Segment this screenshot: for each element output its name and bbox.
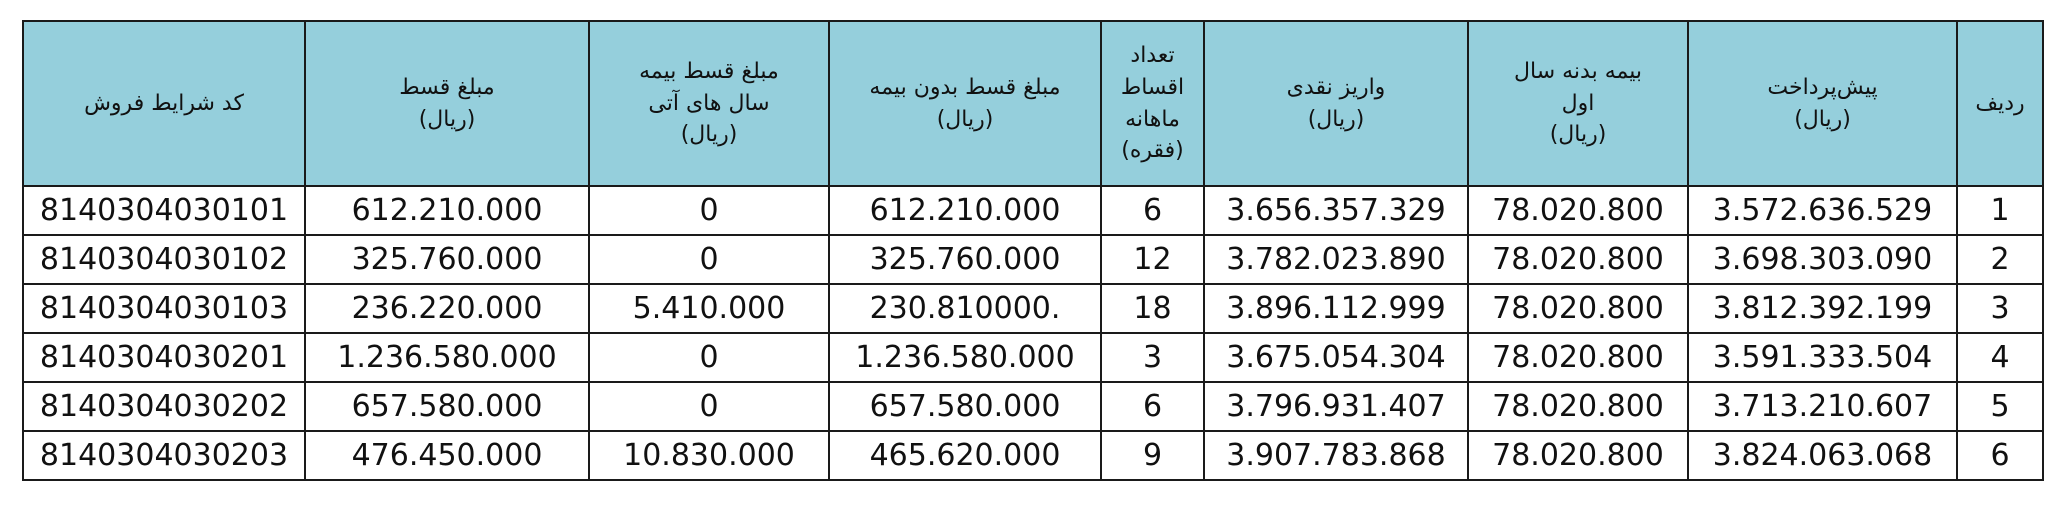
- installment-without-insurance-cell: 1.236.580.000: [828, 332, 1102, 383]
- installment-count-cell: 12: [1100, 234, 1205, 285]
- installment-count-cell: 6: [1100, 381, 1205, 432]
- header-text-line: (ریال): [680, 122, 738, 148]
- installment-amount-cell: 236.220.000: [304, 283, 590, 334]
- sales-condition-code-cell: 8140304030102: [22, 234, 306, 285]
- first-year-body-insurance-cell: 78.020.800: [1467, 283, 1689, 334]
- sales-condition-code-cell: 8140304030202: [22, 381, 306, 432]
- first-year-body-insurance-cell: 78.020.800: [1467, 381, 1689, 432]
- header-text-line: اقساط: [1120, 74, 1185, 100]
- installment-without-insurance-cell: 657.580.000: [828, 381, 1102, 432]
- table-row: 6 3.824.063.068 78.020.800 3.907.783.868 9 46…: [22, 430, 2044, 481]
- first-year-body-insurance-header: بیمه بدنه سال اول (ریال): [1467, 20, 1689, 187]
- prepayment-cell: 3.824.063.068: [1687, 430, 1958, 481]
- table-body: 1 3.572.636.529 78.020.800 3.656.357.329 6 61…: [22, 185, 2044, 481]
- cash-deposit-cell: 3.656.357.329: [1203, 185, 1469, 236]
- header-text-line: مبلغ قسط بیمه: [639, 58, 779, 84]
- header-text-line: ردیف: [1975, 90, 2025, 116]
- row-number-cell: 2: [1956, 234, 2044, 285]
- future-years-insurance-installment-cell: 0: [588, 185, 830, 236]
- cash-deposit-cell: 3.782.023.890: [1203, 234, 1469, 285]
- header-text-line: تعداد: [1130, 42, 1175, 68]
- sales-condition-code-cell: 8140304030201: [22, 332, 306, 383]
- header-text-line: بیمه بدنه سال: [1514, 58, 1642, 84]
- cash-deposit-header: واریز نقدی (ریال): [1203, 20, 1469, 187]
- row-number-cell: 5: [1956, 381, 2044, 432]
- table-row: 1 3.572.636.529 78.020.800 3.656.357.329 6 61…: [22, 185, 2044, 236]
- table-header: ردیف پیش‌پرداخت (ریال) بیمه بدنه سال اول (ریا…: [22, 20, 2044, 187]
- cash-deposit-cell: 3.907.783.868: [1203, 430, 1469, 481]
- header-text-line: (ریال): [1307, 106, 1365, 132]
- header-text-line: مبلغ قسط: [399, 74, 495, 100]
- installment-without-insurance-header: مبلغ قسط بدون بیمه (ریال): [828, 20, 1102, 187]
- installment-amount-cell: 612.210.000: [304, 185, 590, 236]
- installment-amount-cell: 325.760.000: [304, 234, 590, 285]
- sales-condition-code-cell: 8140304030101: [22, 185, 306, 236]
- row-number-header: ردیف: [1956, 20, 2044, 187]
- prepayment-cell: 3.591.333.504: [1687, 332, 1958, 383]
- prepayment-cell: 3.713.210.607: [1687, 381, 1958, 432]
- sales-conditions-table-container: ردیف پیش‌پرداخت (ریال) بیمه بدنه سال اول (ریا…: [22, 20, 2044, 481]
- sales-condition-code-cell: 8140304030203: [22, 430, 306, 481]
- sales-conditions-table: ردیف پیش‌پرداخت (ریال) بیمه بدنه سال اول (ریا…: [22, 20, 2044, 481]
- future-years-insurance-installment-cell: 5.410.000: [588, 283, 830, 334]
- first-year-body-insurance-cell: 78.020.800: [1467, 185, 1689, 236]
- header-text-line: (ریال): [1794, 106, 1851, 132]
- prepayment-cell: 3.572.636.529: [1687, 185, 1958, 236]
- future-years-insurance-installment-cell: 0: [588, 234, 830, 285]
- header-text-line: واریز نقدی: [1286, 74, 1386, 100]
- sales-condition-code-header: کد شرایط فروش: [22, 20, 306, 187]
- header-text-line: سال های آتی: [648, 90, 770, 116]
- header-text-line: پیش‌پرداخت: [1767, 74, 1878, 100]
- installment-count-cell: 3: [1100, 332, 1205, 383]
- header-text-line: (ریال): [418, 106, 476, 132]
- first-year-body-insurance-cell: 78.020.800: [1467, 234, 1689, 285]
- installment-without-insurance-cell: 325.760.000: [828, 234, 1102, 285]
- future-years-insurance-installment-cell: 0: [588, 381, 830, 432]
- installment-amount-cell: 657.580.000: [304, 381, 590, 432]
- future-years-insurance-installment-cell: 0: [588, 332, 830, 383]
- sales-condition-code-cell: 8140304030103: [22, 283, 306, 334]
- cash-deposit-cell: 3.796.931.407: [1203, 381, 1469, 432]
- table-row: 3 3.812.392.199 78.020.800 3.896.112.999 18.…: [22, 283, 2044, 334]
- row-number-cell: 6: [1956, 430, 2044, 481]
- header-text-line: مبلغ قسط بدون بیمه: [869, 74, 1061, 100]
- cash-deposit-cell: 3.896.112.999: [1203, 283, 1469, 334]
- installment-count-cell: 18: [1100, 283, 1205, 334]
- installment-without-insurance-cell: .230.810000: [828, 283, 1102, 334]
- header-text-line: (ریال): [1549, 122, 1607, 148]
- installment-amount-header: مبلغ قسط (ریال): [304, 20, 590, 187]
- header-text-line: ماهانه: [1125, 106, 1180, 132]
- installment-without-insurance-cell: 465.620.000: [828, 430, 1102, 481]
- row-number-cell: 4: [1956, 332, 2044, 383]
- cash-deposit-cell: 3.675.054.304: [1203, 332, 1469, 383]
- first-year-body-insurance-cell: 78.020.800: [1467, 332, 1689, 383]
- installment-count-cell: 9: [1100, 430, 1205, 481]
- prepayment-cell: 3.812.392.199: [1687, 283, 1958, 334]
- prepayment-header: پیش‌پرداخت (ریال): [1687, 20, 1958, 187]
- future-years-insurance-installment-header: مبلغ قسط بیمه سال های آتی (ریال): [588, 20, 830, 187]
- future-years-insurance-installment-cell: 10.830.000: [588, 430, 830, 481]
- row-number-cell: 1: [1956, 185, 2044, 236]
- table-row: 2 3.698.303.090 78.020.800 3.782.023.890 12 3…: [22, 234, 2044, 285]
- installment-amount-cell: 1.236.580.000: [304, 332, 590, 383]
- header-text-line: (ریال): [936, 106, 994, 132]
- installment-count-cell: 6: [1100, 185, 1205, 236]
- installment-count-header: تعداد اقساط ماهانه (فقره): [1100, 20, 1205, 187]
- installment-without-insurance-cell: 612.210.000: [828, 185, 1102, 236]
- table-row: 4 3.591.333.504 78.020.800 3.675.054.304 3 1.…: [22, 332, 2044, 383]
- header-text-line: کد شرایط فروش: [84, 90, 244, 116]
- header-text-line: (فقره): [1121, 138, 1184, 164]
- prepayment-cell: 3.698.303.090: [1687, 234, 1958, 285]
- header-text-line: اول: [1561, 90, 1595, 116]
- table-row: 5 3.713.210.607 78.020.800 3.796.931.407 6 65…: [22, 381, 2044, 432]
- installment-amount-cell: 476.450.000: [304, 430, 590, 481]
- row-number-cell: 3: [1956, 283, 2044, 334]
- first-year-body-insurance-cell: 78.020.800: [1467, 430, 1689, 481]
- header-row: ردیف پیش‌پرداخت (ریال) بیمه بدنه سال اول (ریا…: [22, 20, 2044, 187]
